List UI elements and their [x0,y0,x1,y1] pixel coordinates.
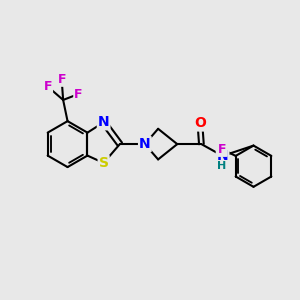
Text: F: F [44,80,52,93]
Text: F: F [218,143,227,156]
Text: N: N [98,115,109,129]
Text: N: N [139,137,151,151]
Text: H: H [217,161,226,171]
Text: N: N [217,149,228,163]
Text: O: O [194,116,206,130]
Text: F: F [74,88,83,100]
Text: F: F [57,73,66,86]
Text: S: S [99,156,109,170]
